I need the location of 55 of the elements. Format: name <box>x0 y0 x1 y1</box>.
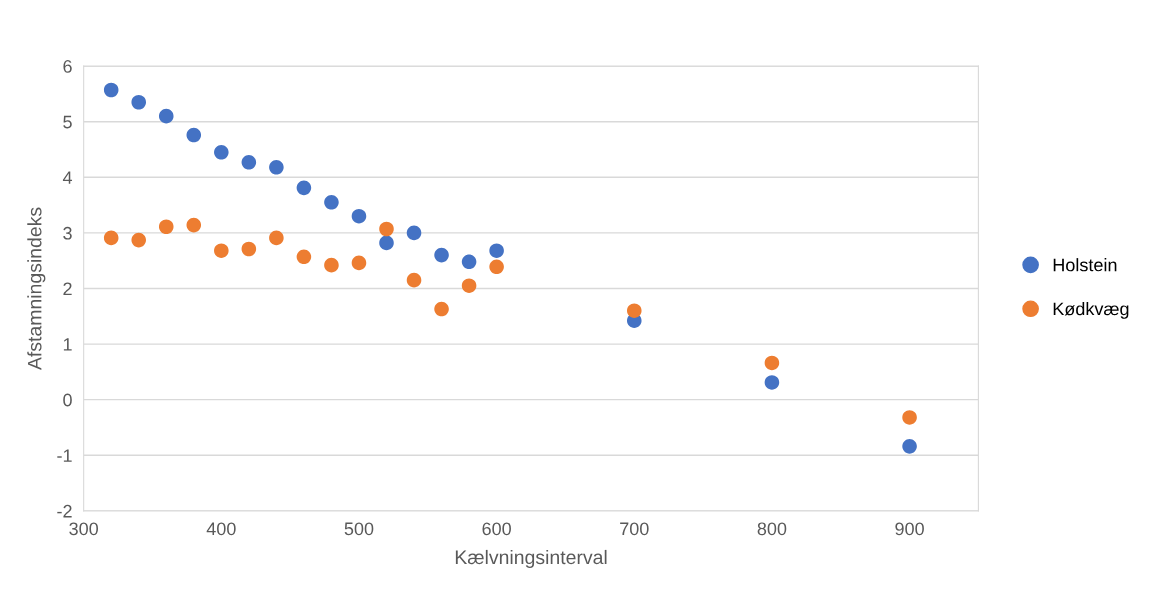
point <box>269 160 284 175</box>
point <box>214 243 229 258</box>
point <box>351 208 367 224</box>
x-tick-label: 600 <box>482 522 511 536</box>
x-tick-label: 400 <box>206 522 236 536</box>
y-axis-title: Afstamningsindeks <box>27 207 46 371</box>
point <box>296 249 312 265</box>
y-tick-label: 3 <box>63 226 72 240</box>
point <box>764 375 780 390</box>
point <box>626 303 642 318</box>
point <box>489 243 504 258</box>
point <box>186 127 202 143</box>
point <box>434 301 449 317</box>
point <box>489 259 504 275</box>
point <box>269 230 284 246</box>
point <box>379 235 394 251</box>
point <box>296 180 312 196</box>
point <box>241 155 257 170</box>
point <box>406 225 422 241</box>
point <box>241 241 257 257</box>
point <box>461 278 477 293</box>
point <box>103 82 119 98</box>
x-tick-label: 300 <box>69 522 99 536</box>
x-tick-label: 800 <box>757 522 787 536</box>
point <box>324 257 339 273</box>
point <box>131 94 147 110</box>
point <box>406 272 422 288</box>
legend-label: Holstein <box>1053 258 1117 272</box>
x-tick-label: 900 <box>895 522 924 536</box>
y-tick-label: 1 <box>63 338 72 351</box>
point <box>158 219 174 235</box>
y-tick-label: -2 <box>57 504 72 518</box>
y-tick-label: 6 <box>63 60 72 73</box>
y-tick-label: 5 <box>63 115 72 129</box>
y-tick-label: 2 <box>63 282 72 296</box>
point <box>434 247 449 263</box>
y-tick-label: -1 <box>57 449 72 462</box>
point <box>461 254 477 270</box>
point <box>131 232 147 248</box>
y-tick-label: 0 <box>63 393 72 407</box>
point <box>103 230 119 246</box>
point <box>158 108 174 124</box>
point <box>186 217 202 233</box>
legend-label: Kødkvæg <box>1053 302 1129 319</box>
point <box>214 144 229 160</box>
x-tick-label: 500 <box>344 522 374 536</box>
point <box>351 255 367 271</box>
point <box>902 410 917 425</box>
point <box>379 221 394 237</box>
point <box>902 439 917 454</box>
x-tick-label: 700 <box>620 522 649 536</box>
y-tick-label: 4 <box>62 171 73 184</box>
point <box>324 195 339 210</box>
x-axis-title: Kælvningsinterval <box>455 549 607 569</box>
point <box>764 355 780 371</box>
